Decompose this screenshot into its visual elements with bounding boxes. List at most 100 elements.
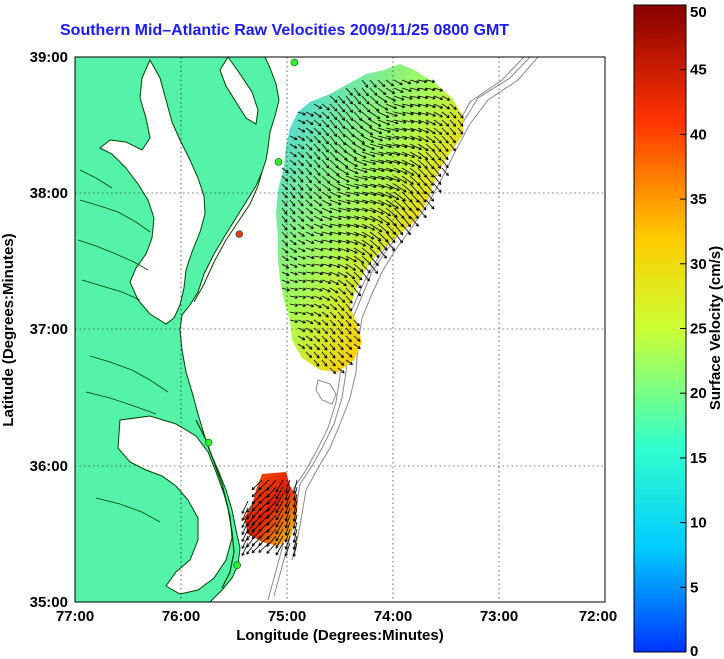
velocity-arrow [275, 486, 284, 500]
velocity-arrow [345, 335, 352, 343]
velocity-arrow [321, 167, 330, 177]
velocity-arrow [297, 295, 307, 299]
velocity-arrow [425, 135, 436, 144]
velocity-arrow [297, 143, 305, 150]
velocity-arrow [297, 151, 305, 158]
map-title: Southern Mid–Atlantic Raw Velocities 200… [60, 22, 510, 39]
velocity-arrow [275, 500, 284, 514]
velocity-arrow [401, 223, 411, 236]
velocity-arrow [369, 215, 384, 224]
velocity-arrow [361, 263, 371, 274]
velocity-arrow [305, 151, 313, 159]
velocity-arrow [329, 183, 341, 191]
velocity-arrow [369, 207, 384, 215]
delmarva-coast [193, 171, 263, 303]
colorbar-tick-label-4: 20 [690, 385, 707, 402]
velocity-arrow [353, 127, 364, 137]
velocity-arrow [305, 207, 314, 215]
velocity-arrow [284, 514, 291, 529]
velocity-arrow [313, 239, 324, 244]
velocity-arrow [329, 287, 339, 294]
velocity-arrow [292, 486, 298, 501]
plot-frame [74, 56, 606, 603]
lat-tick-labels: 39:00 38:00 37:00 36:00 35:00 [30, 49, 68, 611]
velocity-arrow [401, 151, 415, 158]
velocity-arrow [337, 159, 349, 168]
velocity-arrow [377, 95, 388, 103]
velocity-arrow [441, 127, 450, 136]
velocity-arrow [305, 247, 315, 252]
velocity-arrow [337, 295, 346, 303]
velocity-arrow [305, 327, 314, 333]
velocity-arrow [377, 103, 389, 111]
velocity-arrow [289, 311, 299, 315]
velocity-arrow [337, 303, 345, 311]
velocity-arrow [313, 311, 322, 317]
velocity-arrow [401, 167, 415, 176]
velocity-arrow [289, 255, 298, 261]
velocity-arrow [441, 143, 449, 152]
velocity-arrow [441, 159, 449, 169]
velocity-arrow [393, 111, 406, 116]
velocity-arrow [385, 95, 397, 102]
velocity-arrow [281, 271, 290, 276]
velocity-arrow [329, 127, 338, 137]
velocity-arrow [345, 287, 354, 296]
velocity-arrow [297, 127, 306, 133]
x-axis-label: Longitude (Degrees:Minutes) [236, 627, 444, 644]
velocity-arrow [353, 95, 362, 105]
velocity-arrow [425, 175, 434, 186]
velocity-arrow [361, 199, 377, 205]
lon-tick-1: 76:00 [162, 608, 200, 625]
velocity-arrow [292, 479, 298, 494]
velocity-arrow [246, 542, 256, 555]
velocity-arrow [281, 239, 289, 246]
velocity-arrow [313, 135, 321, 144]
lon-tick-3: 74:00 [374, 608, 412, 625]
velocity-arrow [433, 95, 444, 101]
velocity-arrow [337, 167, 350, 176]
velocity-arrow [425, 111, 436, 117]
velocity-arrow [345, 359, 353, 365]
velocity-arrow [305, 215, 314, 222]
velocity-arrow [361, 119, 373, 128]
velocity-arrow [313, 231, 324, 236]
velocity-arrow [313, 271, 324, 276]
velocity-arrow [289, 191, 296, 199]
velocity-arrow [417, 207, 427, 219]
velocity-arrow [417, 95, 429, 100]
velocity-arrow [289, 271, 298, 276]
velocity-arrow [289, 151, 297, 158]
velocity-arrow [377, 127, 391, 133]
velocity-arrow [297, 191, 304, 199]
velocity-arrow [321, 159, 330, 169]
velocity-arrow [353, 103, 362, 113]
velocity-arrow [297, 247, 306, 252]
velocity-arrow [377, 247, 387, 259]
velocity-arrow [305, 295, 315, 300]
velocity-arrow [321, 103, 330, 111]
velocity-arrow [329, 295, 338, 302]
velocity-arrow [361, 239, 374, 249]
station-marker-4 [233, 561, 241, 570]
velocity-arrow [321, 287, 331, 293]
velocity-arrow [433, 167, 442, 177]
velocity-arrow [305, 255, 315, 260]
velocity-arrow [297, 159, 304, 167]
velocity-arrow [345, 327, 352, 335]
velocity-arrow [313, 159, 321, 169]
velocity-arrow [361, 215, 376, 222]
velocity-arrow [361, 207, 377, 214]
velocity-arrow [369, 87, 378, 96]
velocity-arrow [433, 159, 442, 169]
velocity-arrow [353, 319, 360, 327]
velocity-arrow [353, 343, 361, 350]
lat-tick-3: 36:00 [30, 458, 68, 475]
velocity-arrow [345, 279, 355, 288]
velocity-arrow [329, 279, 340, 285]
velocity-arrow [401, 159, 415, 167]
velocity-arrow [361, 151, 376, 158]
lon-tick-labels: 77:00 76:00 75:00 74:00 73:00 72:00 [56, 608, 617, 625]
velocity-arrow [297, 279, 307, 283]
velocity-arrow [337, 319, 344, 327]
